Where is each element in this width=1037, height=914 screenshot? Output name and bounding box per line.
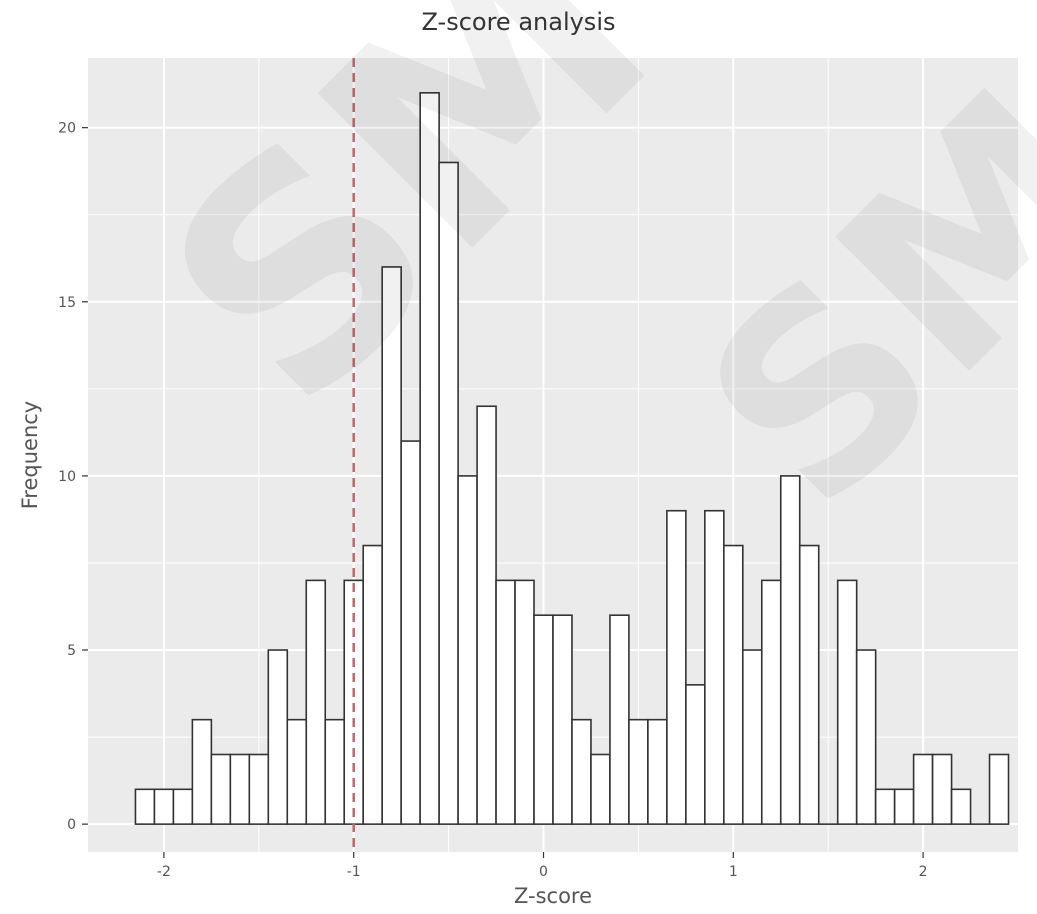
x-axis-ticks: -2 -1 0 1 2	[157, 852, 928, 880]
histogram-bar	[153, 788, 175, 825]
histogram-bar	[134, 788, 156, 825]
histogram-bar	[988, 753, 1010, 825]
histogram-bar	[590, 753, 611, 825]
histogram-bar	[457, 475, 478, 825]
histogram-bar	[950, 788, 972, 825]
x-axis-label: Z-score	[513, 884, 593, 908]
histogram-bar	[798, 544, 820, 825]
histogram-bar	[836, 579, 858, 825]
y-tick-label: 5	[67, 643, 76, 659]
histogram-bar	[229, 753, 251, 825]
histogram-bar	[931, 753, 953, 825]
histogram-bar	[723, 544, 744, 825]
y-tick-label: 0	[67, 817, 76, 833]
x-tick-label: 2	[919, 864, 928, 880]
histogram-bar	[514, 579, 535, 825]
histogram-bar	[647, 718, 668, 825]
histogram-bar	[286, 718, 308, 825]
histogram-bar	[893, 788, 915, 825]
histogram-bar	[779, 475, 801, 825]
histogram-bar	[760, 579, 782, 825]
y-tick-label: 20	[58, 121, 76, 137]
histogram-bar	[267, 649, 289, 825]
y-axis-label: Frequency	[18, 400, 42, 510]
histogram-bar	[172, 788, 194, 825]
y-tick-label: 10	[58, 469, 76, 485]
histogram-bar	[571, 718, 592, 825]
histogram-bar	[305, 579, 327, 825]
histogram-bar	[191, 718, 213, 825]
x-tick-label: 1	[729, 864, 738, 880]
y-axis-ticks: 0 5 10 15 20	[58, 121, 88, 833]
x-tick-label: -2	[157, 864, 171, 880]
histogram-bars	[134, 92, 1010, 825]
histogram-bar	[552, 614, 573, 825]
histogram-bar	[210, 753, 232, 825]
histogram-bar	[324, 718, 346, 825]
histogram-bar	[685, 684, 706, 825]
histogram-bar	[248, 753, 270, 825]
histogram-bar	[704, 509, 725, 825]
histogram-bar	[912, 753, 934, 825]
histogram-bar	[855, 649, 877, 825]
histogram-bar	[741, 649, 763, 825]
x-tick-label: 0	[539, 864, 548, 880]
histogram-bar	[609, 614, 630, 825]
histogram-bar	[362, 544, 383, 825]
histogram-bar	[874, 788, 896, 825]
y-tick-label: 15	[58, 295, 76, 311]
histogram-bar	[533, 614, 554, 825]
histogram-bar	[476, 405, 497, 825]
histogram-bar	[666, 509, 687, 825]
x-tick-label: -1	[347, 864, 361, 880]
chart-title: Z-score analysis	[421, 8, 616, 36]
histogram-bar	[628, 718, 649, 825]
histogram-bar	[495, 579, 516, 825]
histogram-bar	[400, 440, 421, 825]
